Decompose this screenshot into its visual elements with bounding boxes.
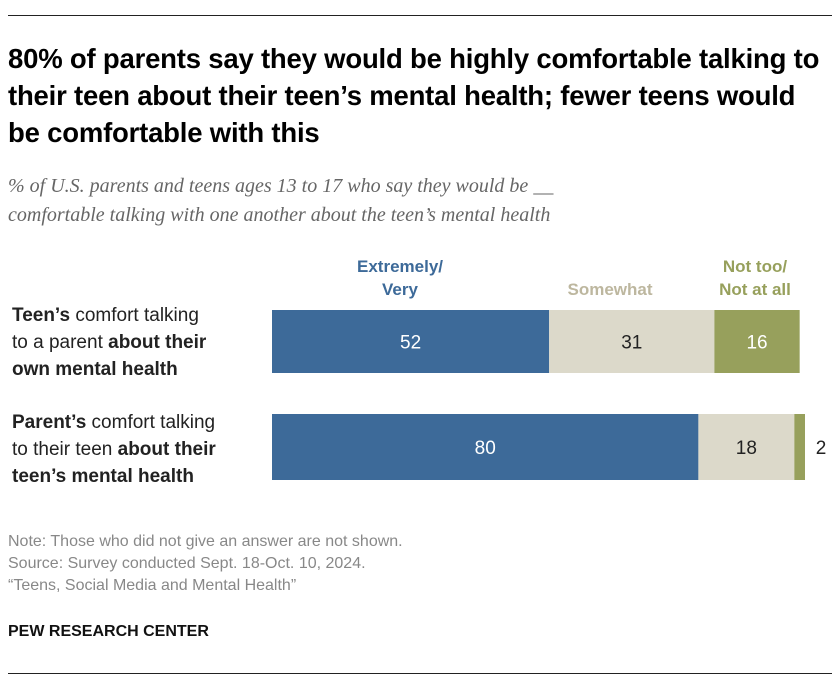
bar-segment: [272, 310, 550, 373]
legend-not-too: Not too/ Not at all: [719, 257, 791, 299]
data-label: 31: [621, 333, 642, 354]
row-label-teen: Teen’s comfort talking to a parent about…: [12, 305, 207, 380]
bar-segment: [698, 414, 795, 480]
bar-segment: [272, 414, 699, 480]
data-label: 18: [736, 438, 757, 459]
subtitle-line-2: comfortable talking with one another abo…: [8, 204, 551, 226]
chart-title: 80% of parents say they would be highly …: [8, 43, 820, 148]
bar-segment: [714, 310, 800, 373]
report-title: “Teens, Social Media and Mental Health”: [8, 577, 297, 594]
legend-extremely-very: Extremely/ Very: [357, 257, 443, 299]
legend-somewhat: Somewhat: [567, 280, 653, 299]
chart-subtitle: % of U.S. parents and teens ages 13 to 1…: [8, 172, 828, 230]
bottom-rule: [8, 673, 832, 674]
data-label: 52: [400, 333, 421, 354]
subtitle-line-1: % of U.S. parents and teens ages 13 to 1…: [8, 175, 554, 197]
data-label: 16: [746, 333, 767, 354]
brand-logo-text: PEW RESEARCH CENTER: [8, 623, 209, 640]
note: Note: Those who did not give an answer a…: [8, 533, 403, 550]
row-label-parent: Parent’s comfort talking to their teen a…: [12, 412, 216, 487]
top-rule: [8, 15, 832, 16]
bar-segment: [794, 414, 805, 480]
data-label: 80: [475, 438, 496, 459]
bar-segment: [549, 310, 715, 373]
source: Source: Survey conducted Sept. 18-Oct. 1…: [8, 555, 366, 572]
data-label: 2: [816, 438, 827, 459]
